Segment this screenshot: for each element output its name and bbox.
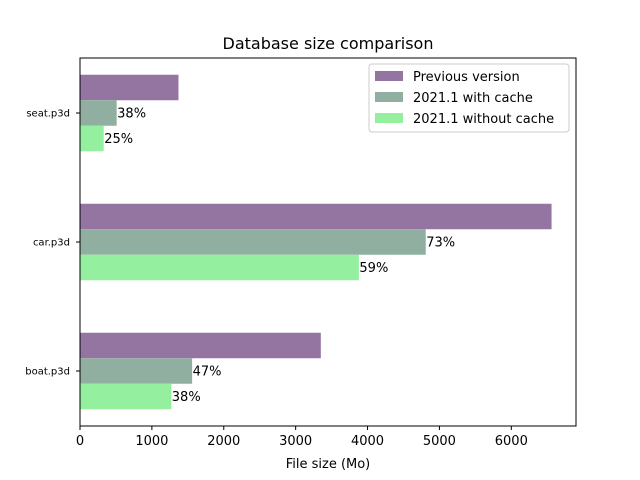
x-axis-label: File size (Mo) [286,457,371,472]
x-tick-label: 3000 [279,434,312,449]
x-tick-label: 6000 [495,434,528,449]
bar-data-label: 47% [193,365,222,380]
legend-label: 2021.1 with cache [413,91,533,106]
x-tick-label: 2000 [207,434,240,449]
bar [80,203,552,230]
bar-data-label: 38% [117,107,146,122]
y-tick-label: boat.p3d [25,367,70,378]
legend-swatch [375,92,403,102]
bar [80,358,193,384]
x-tick-label: 5000 [423,434,456,449]
bar [80,100,117,126]
bar [80,254,359,281]
legend-swatch [375,113,403,123]
legend-label: 2021.1 without cache [413,112,554,127]
legend: Previous version 2021.1 with cache 2021.1 … [368,63,570,133]
bar [80,332,321,359]
bar [80,229,426,255]
x-axis-ticks: 0 1000 2000 3000 4000 5000 6000 [76,426,528,449]
legend-label: Previous version [413,70,520,85]
legend-box [368,63,570,133]
y-tick-label: seat.p3d [26,109,70,120]
y-tick-label: car.p3d [33,238,70,249]
x-tick-label: 1000 [135,434,168,449]
bar-data-label: 38% [172,390,201,405]
chart-title: Database size comparison [223,34,434,53]
y-axis-ticks: boat.p3d car.p3d seat.p3d [25,109,80,378]
bars-group [80,74,552,410]
x-tick-label: 0 [76,434,84,449]
bar [80,383,172,410]
bar-data-label: 59% [359,261,388,276]
bar [80,125,104,152]
x-tick-label: 4000 [351,434,384,449]
bar [80,74,179,101]
legend-swatch [375,71,403,81]
data-labels-group: 47% 38% 73% 59% 38% 25% [104,107,455,406]
bar-data-label: 25% [104,132,133,147]
bar-data-label: 73% [426,236,455,251]
